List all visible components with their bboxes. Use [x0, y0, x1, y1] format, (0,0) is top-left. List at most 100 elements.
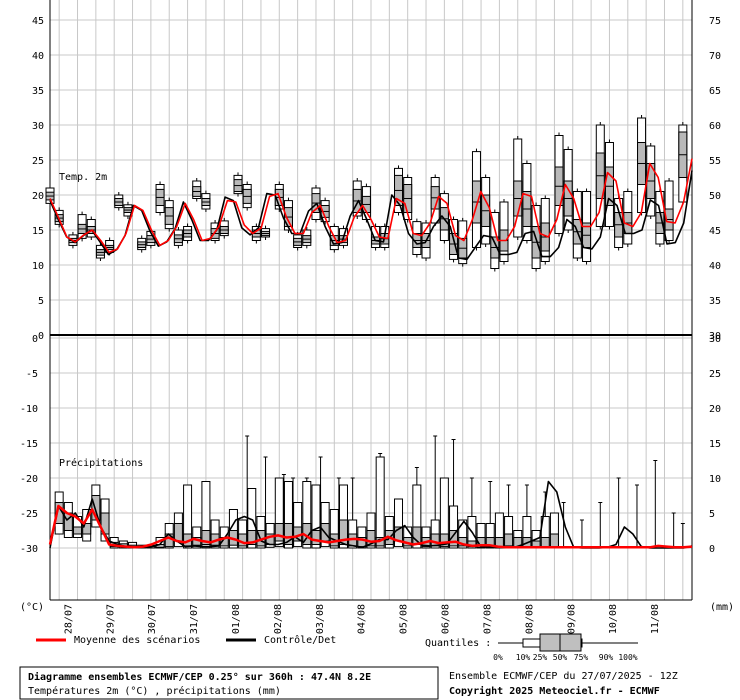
- y-tick-left-temp: 0: [38, 331, 44, 342]
- precip-box-outer: [302, 481, 312, 549]
- x-tick-date: 03/08: [315, 604, 326, 634]
- y-tick-right-precip: 5: [709, 509, 715, 520]
- panel-temp-label: Temp. 2m: [59, 172, 107, 183]
- y-tick-left-temp: 20: [32, 191, 44, 202]
- y-tick-left-temp: 15: [32, 226, 44, 237]
- precip-box-iqr: [338, 519, 348, 545]
- precip-box-outer: [412, 484, 422, 549]
- precip-box-outer: [449, 505, 459, 549]
- y-tick-right-precip: 25: [709, 369, 721, 380]
- y-tick-left-precip: -15: [20, 439, 38, 450]
- precip-box-iqr: [540, 537, 550, 548]
- precip-box-iqr: [311, 530, 321, 545]
- legend-quantile-box: [498, 633, 638, 652]
- y-tick-right-precip: 0: [709, 544, 715, 555]
- y-tick-left-precip: -5: [26, 369, 38, 380]
- precip-box-iqr: [73, 526, 83, 535]
- x-tick-date: 01/08: [231, 604, 242, 634]
- y-tick-right-temp: 65: [709, 86, 721, 97]
- precip-box-outer: [329, 509, 339, 549]
- legend-control-label: Contrôle/Det: [264, 634, 336, 646]
- x-tick-date: 09/08: [566, 604, 577, 634]
- y-tick-right-temp: 70: [709, 51, 721, 62]
- precip-box-outer: [394, 498, 404, 548]
- x-tick-date: 10/08: [608, 604, 619, 634]
- precip-mean-line: [48, 504, 693, 549]
- x-tick-date: 29/07: [105, 604, 116, 634]
- y-tick-left-temp: 45: [32, 16, 44, 27]
- precip-box-outer: [338, 484, 348, 549]
- unit-left-label: (°C): [20, 602, 44, 613]
- legend-quantile-tick: 0%: [493, 653, 503, 662]
- y-tick-left-precip: -30: [20, 544, 38, 555]
- precip-box-iqr: [366, 530, 376, 547]
- precip-box-iqr: [504, 533, 514, 547]
- legend-mean-label: Moyenne des scénarios: [74, 634, 200, 646]
- y-tick-right-temp: 35: [709, 296, 721, 307]
- precip-box-outer: [274, 477, 284, 548]
- series-lines: [48, 158, 693, 549]
- y-tick-right-temp: 40: [709, 261, 721, 272]
- legend-quantile-tick: 100%: [618, 653, 637, 662]
- y-tick-right-temp: 50: [709, 191, 721, 202]
- legend-quantile-tick: 75%: [574, 653, 589, 662]
- legend-quantile-tick: 90%: [599, 653, 614, 662]
- precip-box-iqr: [82, 523, 92, 535]
- precip-box-outer: [311, 484, 321, 549]
- precip-box-outer: [293, 502, 303, 548]
- precip-box-iqr: [439, 533, 449, 548]
- y-tick-right-temp: 55: [709, 156, 721, 167]
- x-tick-date: 06/08: [441, 604, 452, 634]
- y-tick-left-temp: 30: [32, 121, 44, 132]
- precip-box-outer: [228, 509, 238, 549]
- legend-quantiles-label: Quantiles :: [425, 638, 491, 649]
- precip-box-outer: [375, 456, 385, 549]
- precip-box-iqr: [201, 530, 211, 545]
- precip-box-outer: [283, 481, 293, 549]
- y-tick-left-temp: 5: [38, 296, 44, 307]
- x-tick-date: 31/07: [189, 604, 200, 634]
- y-tick-left-precip: -20: [20, 474, 38, 485]
- precip-box-iqr: [91, 495, 101, 521]
- legend-quantile-ticks: 0% 10% 25% 50% 75% 90% 100%: [493, 653, 638, 662]
- y-tick-left-precip: -25: [20, 509, 38, 520]
- footer-title-line1: Diagramme ensembles ECMWF/CEP 0.25° sur …: [28, 671, 371, 683]
- y-tick-right-temp: 45: [709, 226, 721, 237]
- y-tick-right-precip: 20: [709, 404, 721, 415]
- y-tick-right-precip: 10: [709, 474, 721, 485]
- precip-box-outer: [201, 481, 211, 549]
- x-tick-date: 02/08: [273, 604, 284, 634]
- precip-box-iqr: [283, 523, 293, 545]
- footer-run-info: Ensemble ECMWF/CEP du 27/07/2025 - 12Z: [449, 671, 678, 682]
- precip-box-iqr: [549, 533, 559, 548]
- precip-boxes: [54, 435, 685, 549]
- x-tick-date: 07/08: [482, 604, 493, 634]
- y-tick-right-temp: 30: [709, 331, 721, 342]
- legend: Moyenne des scénarios Contrôle/Det Quant…: [36, 633, 638, 662]
- x-tick-date: 30/07: [147, 604, 158, 634]
- legend-quantile-tick: 50%: [553, 653, 568, 662]
- precip-box-iqr: [247, 530, 257, 545]
- precip-box-outer: [476, 523, 486, 549]
- legend-quantile-tick: 25%: [533, 653, 548, 662]
- footer-copyright: Copyright 2025 Meteociel.fr - ECMWF: [449, 685, 660, 697]
- precip-box-iqr: [274, 523, 284, 542]
- x-tick-date: 11/08: [650, 604, 661, 634]
- y-tick-left-precip: -10: [20, 404, 38, 415]
- y-tick-left-temp: 10: [32, 261, 44, 272]
- y-tick-right-precip: 15: [709, 439, 721, 450]
- temp-control-line: [49, 170, 693, 261]
- y-tick-right-temp: 75: [709, 16, 721, 27]
- temp-mean-line: [49, 158, 693, 254]
- y-tick-left-temp: 40: [32, 51, 44, 62]
- x-tick-date: 08/08: [524, 604, 535, 634]
- precip-box-outer: [183, 484, 193, 549]
- y-tick-right-temp: 60: [709, 121, 721, 132]
- unit-right-label: (mm): [710, 602, 734, 613]
- precip-box-outer: [458, 519, 468, 549]
- x-tick-date: 28/07: [63, 604, 74, 634]
- legend-quantile-tick: 10%: [516, 653, 531, 662]
